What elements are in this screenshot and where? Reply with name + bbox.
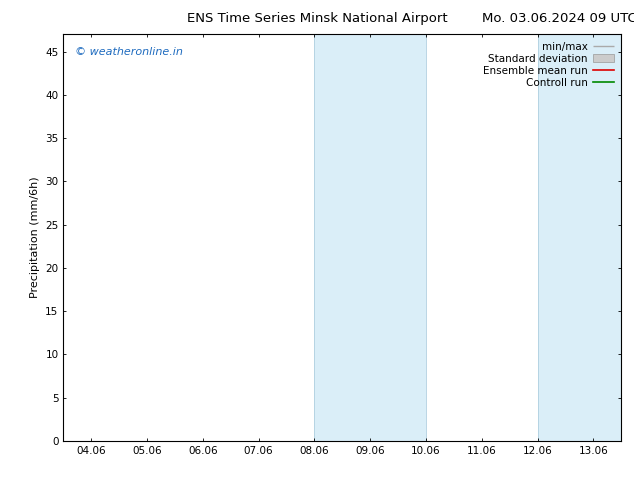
Y-axis label: Precipitation (mm/6h): Precipitation (mm/6h) [30, 177, 40, 298]
Text: Mo. 03.06.2024 09 UTC: Mo. 03.06.2024 09 UTC [482, 12, 634, 25]
Bar [538, 34, 634, 441]
Text: © weatheronline.in: © weatheronline.in [75, 47, 183, 56]
Legend: min/max, Standard deviation, Ensemble mean run, Controll run: min/max, Standard deviation, Ensemble me… [481, 40, 616, 90]
Text: ENS Time Series Minsk National Airport: ENS Time Series Minsk National Airport [186, 12, 448, 25]
Bar [314, 34, 426, 441]
